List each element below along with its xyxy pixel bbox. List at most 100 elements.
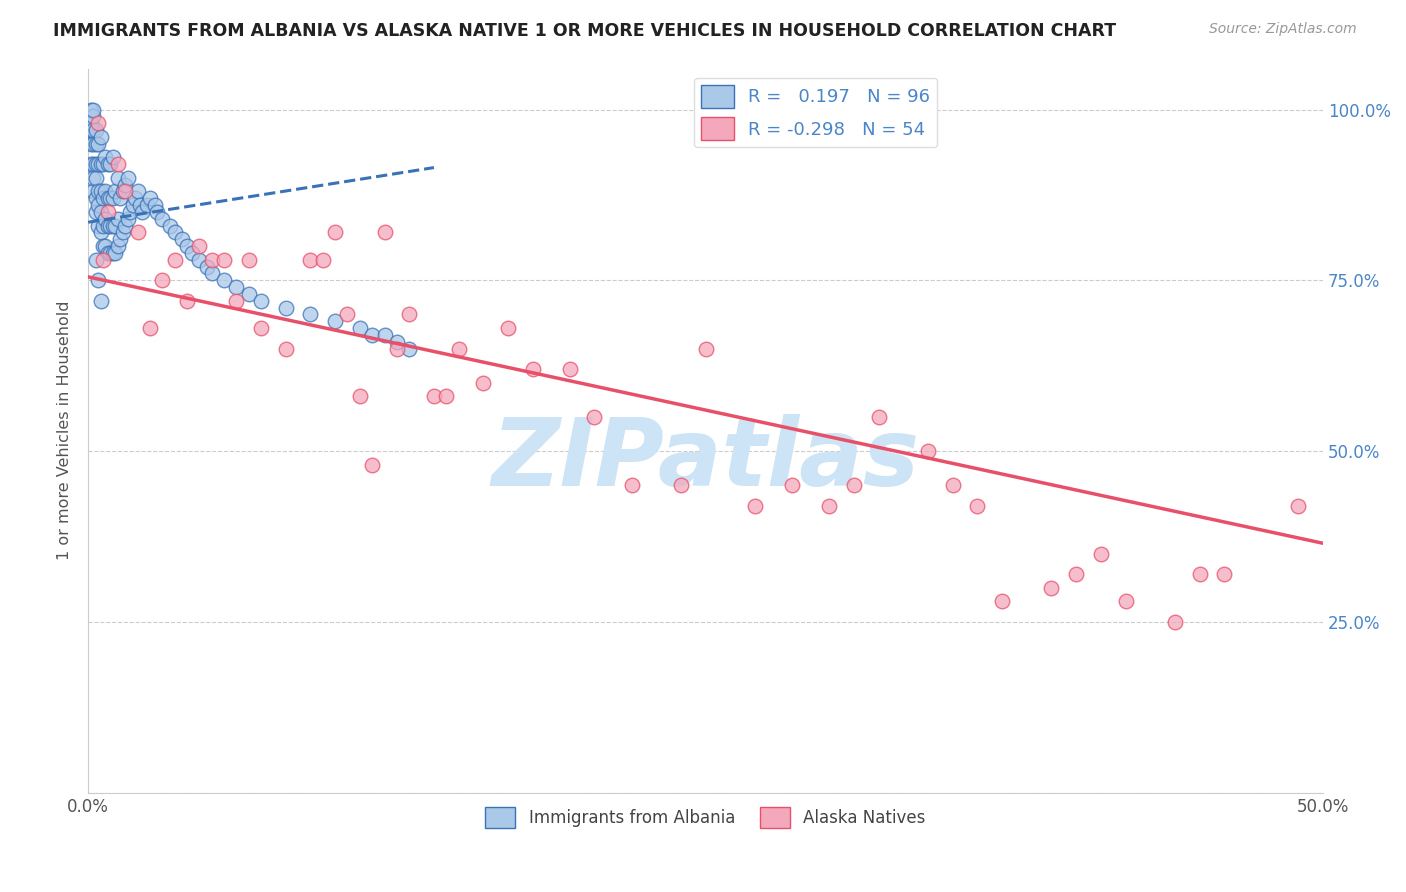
Point	[94, 150, 117, 164]
Point	[131, 205, 153, 219]
Point	[84, 157, 107, 171]
Point	[82, 157, 104, 171]
Point	[201, 267, 224, 281]
Point	[82, 103, 104, 117]
Point	[84, 123, 107, 137]
Point	[212, 252, 235, 267]
Point	[100, 157, 122, 171]
Point	[87, 185, 110, 199]
Legend: Immigrants from Albania, Alaska Natives: Immigrants from Albania, Alaska Natives	[479, 800, 932, 835]
Point	[89, 205, 111, 219]
Point	[114, 185, 136, 199]
Point	[163, 226, 186, 240]
Point	[107, 157, 129, 171]
Point	[250, 321, 273, 335]
Point	[163, 252, 186, 267]
Point	[744, 499, 766, 513]
Point	[669, 478, 692, 492]
Point	[385, 342, 408, 356]
Point	[385, 334, 408, 349]
Point	[1064, 567, 1087, 582]
Point	[110, 191, 132, 205]
Point	[583, 409, 606, 424]
Point	[201, 252, 224, 267]
Point	[129, 198, 152, 212]
Point	[146, 205, 169, 219]
Point	[620, 478, 643, 492]
Point	[100, 246, 122, 260]
Y-axis label: 1 or more Vehicles in Household: 1 or more Vehicles in Household	[58, 301, 72, 560]
Point	[423, 389, 446, 403]
Point	[225, 293, 247, 308]
Point	[917, 444, 939, 458]
Point	[100, 191, 122, 205]
Point	[104, 219, 127, 233]
Point	[97, 246, 120, 260]
Point	[104, 185, 127, 199]
Point	[79, 123, 101, 137]
Point	[361, 328, 384, 343]
Point	[82, 136, 104, 151]
Point	[434, 389, 457, 403]
Point	[374, 226, 396, 240]
Text: ZIPatlas: ZIPatlas	[492, 414, 920, 506]
Point	[139, 191, 162, 205]
Point	[89, 293, 111, 308]
Point	[89, 185, 111, 199]
Point	[176, 293, 198, 308]
Point	[312, 252, 335, 267]
Point	[97, 219, 120, 233]
Point	[107, 211, 129, 226]
Point	[89, 157, 111, 171]
Point	[94, 185, 117, 199]
Point	[159, 219, 181, 233]
Point	[225, 280, 247, 294]
Point	[150, 273, 173, 287]
Point	[323, 314, 346, 328]
Point	[94, 211, 117, 226]
Point	[91, 219, 114, 233]
Point	[91, 239, 114, 253]
Point	[966, 499, 988, 513]
Point	[110, 232, 132, 246]
Point	[336, 308, 359, 322]
Point	[97, 157, 120, 171]
Point	[349, 389, 371, 403]
Point	[121, 198, 143, 212]
Point	[101, 150, 124, 164]
Point	[695, 342, 717, 356]
Point	[127, 185, 149, 199]
Point	[522, 362, 544, 376]
Point	[1188, 567, 1211, 582]
Point	[127, 226, 149, 240]
Point	[111, 185, 134, 199]
Point	[942, 478, 965, 492]
Point	[212, 273, 235, 287]
Point	[558, 362, 581, 376]
Point	[1090, 547, 1112, 561]
Point	[101, 246, 124, 260]
Point	[299, 252, 322, 267]
Point	[91, 191, 114, 205]
Point	[117, 170, 139, 185]
Point	[111, 226, 134, 240]
Point	[238, 287, 260, 301]
Point	[82, 109, 104, 123]
Point	[117, 211, 139, 226]
Point	[136, 198, 159, 212]
Point	[114, 178, 136, 192]
Point	[101, 191, 124, 205]
Point	[120, 205, 142, 219]
Point	[101, 219, 124, 233]
Point	[84, 252, 107, 267]
Point	[188, 252, 211, 267]
Point	[868, 409, 890, 424]
Point	[1164, 615, 1187, 629]
Point	[398, 308, 420, 322]
Point	[150, 211, 173, 226]
Text: IMMIGRANTS FROM ALBANIA VS ALASKA NATIVE 1 OR MORE VEHICLES IN HOUSEHOLD CORRELA: IMMIGRANTS FROM ALBANIA VS ALASKA NATIVE…	[53, 22, 1116, 40]
Point	[1040, 581, 1063, 595]
Point	[361, 458, 384, 472]
Point	[87, 198, 110, 212]
Point	[87, 136, 110, 151]
